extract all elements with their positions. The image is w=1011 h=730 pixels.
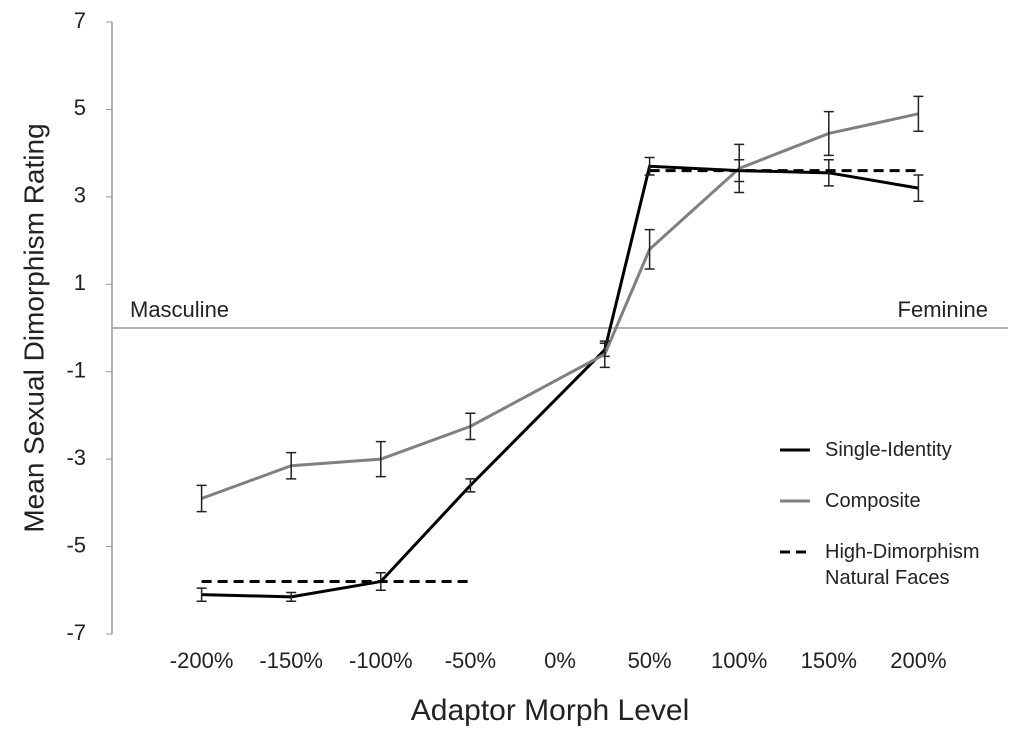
error-bar xyxy=(734,143,745,194)
error-bar xyxy=(465,478,476,493)
error-bar xyxy=(196,587,207,602)
x-tick-label: 0% xyxy=(544,648,576,673)
error-bar xyxy=(644,228,655,270)
legend-label: Single-Identity xyxy=(825,439,952,461)
annotation: Feminine xyxy=(898,297,988,322)
x-tick-label: -50% xyxy=(445,648,496,673)
y-tick-label: -1 xyxy=(66,358,86,383)
y-tick-label: 7 xyxy=(74,8,86,33)
error-bar xyxy=(913,95,924,133)
x-tick-label: 200% xyxy=(890,648,946,673)
x-tick-label: -100% xyxy=(349,648,413,673)
x-tick-label: 150% xyxy=(801,648,857,673)
error-bar xyxy=(823,158,834,187)
x-tick-label: -150% xyxy=(259,648,323,673)
y-tick-label: 1 xyxy=(74,270,86,295)
y-tick-label: -3 xyxy=(66,445,86,470)
y-tick-label: -5 xyxy=(66,532,86,557)
x-axis-title: Adaptor Morph Level xyxy=(411,694,690,727)
error-bar xyxy=(286,591,297,602)
x-tick-label: -200% xyxy=(170,648,234,673)
y-tick-label: 3 xyxy=(74,183,86,208)
legend-label: High-Dimorphism Natural Faces xyxy=(825,541,980,589)
error-bar xyxy=(286,451,297,480)
y-axis-title: Mean Sexual Dimorphism Rating xyxy=(18,123,49,532)
series-line xyxy=(201,164,919,599)
error-bar xyxy=(823,110,834,157)
error-bar xyxy=(599,340,610,369)
error-bar xyxy=(913,174,924,202)
error-bar xyxy=(375,440,386,478)
legend-label: Composite xyxy=(825,490,921,512)
error-bar xyxy=(465,412,476,441)
error-bar xyxy=(196,484,207,513)
y-tick-label: 5 xyxy=(74,95,86,120)
x-tick-label: 100% xyxy=(711,648,767,673)
x-tick-label: 50% xyxy=(628,648,672,673)
annotation: Masculine xyxy=(130,297,229,322)
y-tick-label: -7 xyxy=(66,620,86,645)
